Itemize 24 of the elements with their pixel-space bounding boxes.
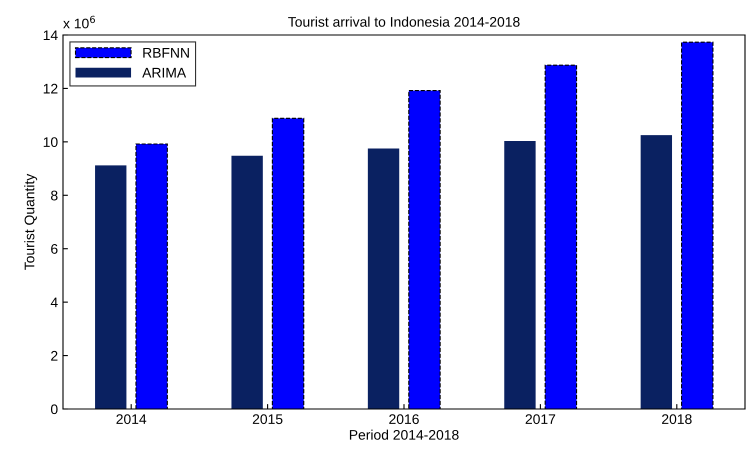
bar (368, 148, 400, 409)
legend-label: ARIMA (142, 68, 186, 78)
x-tick-label: 2016 (389, 414, 419, 424)
x-tick-label: 2017 (526, 414, 556, 424)
bar (231, 156, 263, 409)
y-tick-label: 10 (44, 137, 58, 148)
y-tick-label: 4 (50, 298, 58, 308)
y-tick-label: 0 (50, 404, 58, 414)
y-tick-label: 14 (44, 30, 58, 40)
text: x 10$^{6}$ (63, 16, 95, 28)
y-tick-label: 6 (51, 244, 58, 254)
x-tick-label: 2015 (252, 414, 282, 424)
y-tick-label: 8 (51, 190, 58, 200)
bar (95, 165, 126, 409)
x-tick-label: 2014 (116, 414, 146, 424)
y-tick-label: 12 (44, 84, 58, 94)
x-axis-title: Period 2014-2018 (350, 430, 459, 440)
legend-label: RBFNN (143, 48, 189, 58)
bar (504, 141, 536, 409)
y-axis-title: Tourist Quantity (24, 174, 38, 270)
chart-title: Tourist arrival to Indonesia 2014-2018 (288, 16, 520, 27)
bar (640, 135, 672, 409)
x-tick-label: 2018 (662, 414, 692, 424)
y-tick-label: 2 (51, 350, 58, 361)
